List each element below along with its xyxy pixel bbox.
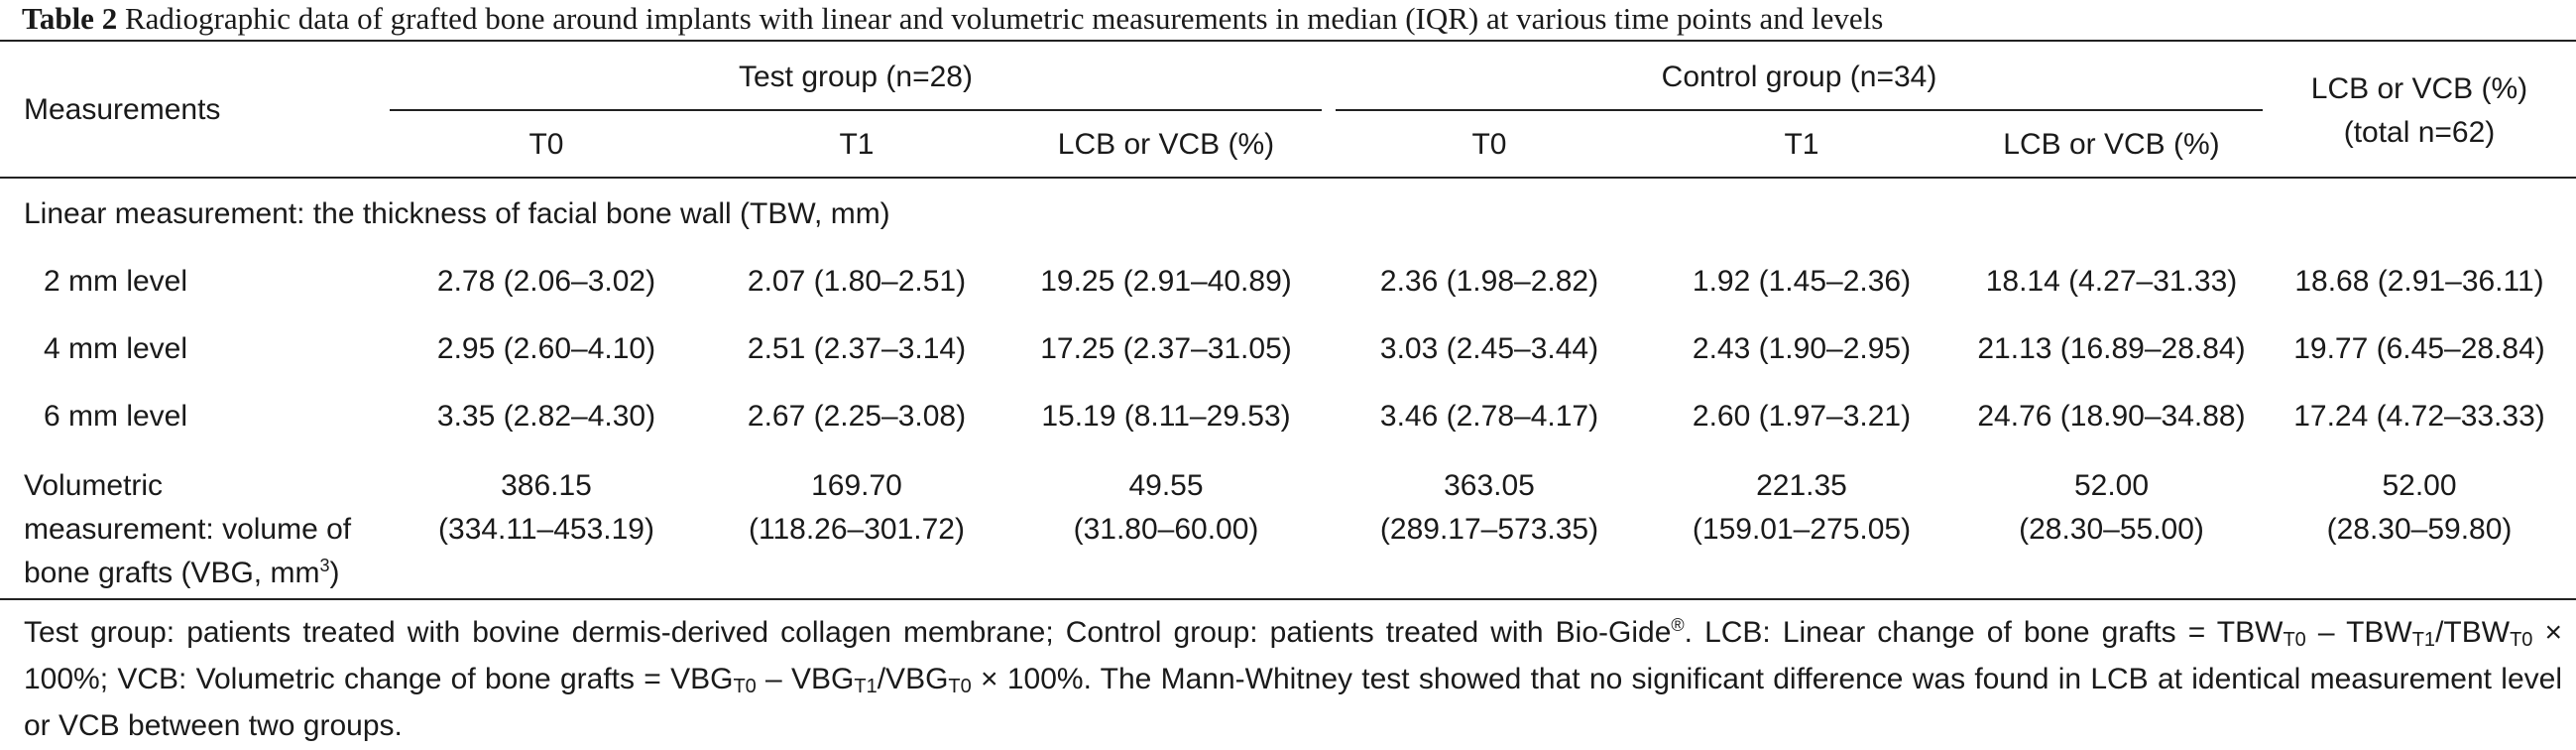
row-label-4mm: 4 mm level xyxy=(44,332,188,365)
table-cell: 2.67 (2.25–3.08) xyxy=(747,400,967,433)
table-cell: (28.30–59.80) xyxy=(2326,513,2513,546)
control-group-rule xyxy=(1336,109,2263,111)
table-cell: 3.35 (2.82–4.30) xyxy=(436,400,656,433)
header-total-line1: LCB or VCB (%) xyxy=(2310,72,2528,105)
subscript: T1 xyxy=(2411,629,2436,651)
subscript: T1 xyxy=(854,676,878,697)
footnote-part: × 100%; VCB: Volumetric change of bone g… xyxy=(24,616,2562,695)
table-cell: (31.80–60.00) xyxy=(1073,513,1259,546)
header-test-t0: T0 xyxy=(528,128,564,161)
table-cell: (159.01–275.05) xyxy=(1692,513,1912,546)
table-cell: 18.68 (2.91–36.11) xyxy=(2294,265,2544,298)
table-title: Radiographic data of grafted bone around… xyxy=(124,1,1884,36)
header-control-t0: T0 xyxy=(1471,128,1507,161)
table-cell: 18.14 (4.27–31.33) xyxy=(1985,265,2238,298)
table-cell: 24.76 (18.90–34.88) xyxy=(1977,400,2246,433)
table-cell: 2.36 (1.98–2.82) xyxy=(1379,265,1599,298)
table-cell: 17.24 (4.72–33.33) xyxy=(2293,400,2545,433)
footnote-part: . LCB: Linear change of bone grafts = TB… xyxy=(1684,616,2283,649)
header-control-lcb: LCB or VCB (%) xyxy=(2003,128,2220,161)
body-bottom-rule xyxy=(0,598,2576,600)
footnote-part: /VBG xyxy=(877,663,949,695)
table-cell: 21.13 (16.89–28.84) xyxy=(1977,332,2246,365)
table-cell: (334.11–453.19) xyxy=(438,513,654,546)
section-linear-label: Linear measurement: the thickness of fac… xyxy=(24,197,890,230)
table-cell: 363.05 xyxy=(1444,469,1535,502)
table-cell: 19.25 (2.91–40.89) xyxy=(1040,265,1292,298)
row-label-volumetric-2: measurement: volume of xyxy=(24,513,352,546)
table-cell: 49.55 xyxy=(1128,469,1204,502)
table-cell: 3.46 (2.78–4.17) xyxy=(1379,400,1599,433)
header-total-line2: (total n=62) xyxy=(2343,116,2496,149)
subscript: T0 xyxy=(2510,629,2533,651)
table-cell: 2.78 (2.06–3.02) xyxy=(436,265,656,298)
header-test-group: Test group (n=28) xyxy=(739,61,973,93)
table-cell: 2.51 (2.37–3.14) xyxy=(747,332,967,365)
header-test-lcb: LCB or VCB (%) xyxy=(1057,128,1275,161)
superscript-3: 3 xyxy=(319,556,330,575)
table-cell: 17.25 (2.37–31.05) xyxy=(1040,332,1292,365)
top-rule xyxy=(0,40,2576,42)
subscript: T0 xyxy=(948,676,972,697)
header-control-group: Control group (n=34) xyxy=(1661,61,1937,93)
header-measurements: Measurements xyxy=(24,93,221,126)
row-label-volumetric-3-text: bone grafts (VBG, mm xyxy=(24,557,320,589)
table-cell: 169.70 xyxy=(811,469,902,502)
footnote-part: /TBW xyxy=(2435,616,2511,649)
table-cell: 19.77 (6.45–28.84) xyxy=(2293,332,2545,365)
row-label-6mm: 6 mm level xyxy=(44,400,188,433)
table-cell: 1.92 (1.45–2.36) xyxy=(1692,265,1912,298)
footnote-part: – VBG xyxy=(756,663,855,695)
footnote-part: × 100%. The Mann-Whitney test showed tha… xyxy=(24,663,2562,742)
table-caption: Table 2 Radiographic data of grafted bon… xyxy=(22,0,2560,38)
footnote-part: Test group: patients treated with bovine… xyxy=(24,616,1672,649)
table-cell: (28.30–55.00) xyxy=(2019,513,2204,546)
table-cell: 2.07 (1.80–2.51) xyxy=(747,265,967,298)
table-cell: 52.00 xyxy=(2073,469,2150,502)
table-cell: 386.15 xyxy=(501,469,592,502)
table-cell: 221.35 xyxy=(1756,469,1847,502)
table-footnote: Test group: patients treated with bovine… xyxy=(24,611,2562,748)
table-label: Table 2 xyxy=(22,1,118,36)
row-label-volumetric-1: Volumetric xyxy=(24,469,164,502)
table-cell: 15.19 (8.11–29.53) xyxy=(1041,400,1291,433)
table-cell: (118.26–301.72) xyxy=(749,513,965,546)
test-group-rule xyxy=(390,109,1322,111)
row-label-volumetric-3: bone grafts (VBG, mm3) xyxy=(24,552,339,595)
footnote-part: – TBW xyxy=(2305,616,2412,649)
table-cell: (289.17–573.35) xyxy=(1379,513,1599,546)
subscript: T0 xyxy=(2283,629,2306,651)
row-label-volumetric-3-end: ) xyxy=(329,557,340,589)
subscript: T0 xyxy=(733,676,757,697)
row-label-2mm: 2 mm level xyxy=(44,265,188,298)
header-control-t1: T1 xyxy=(1784,128,1819,161)
table-cell: 52.00 xyxy=(2382,469,2457,502)
table-cell: 2.60 (1.97–3.21) xyxy=(1692,400,1912,433)
table-cell: 3.03 (2.45–3.44) xyxy=(1379,332,1599,365)
table-cell: 2.95 (2.60–4.10) xyxy=(436,332,656,365)
table-cell: 2.43 (1.90–2.95) xyxy=(1692,332,1912,365)
header-rule xyxy=(0,177,2576,179)
registered-mark: ® xyxy=(1671,615,1685,635)
header-test-t1: T1 xyxy=(839,128,875,161)
